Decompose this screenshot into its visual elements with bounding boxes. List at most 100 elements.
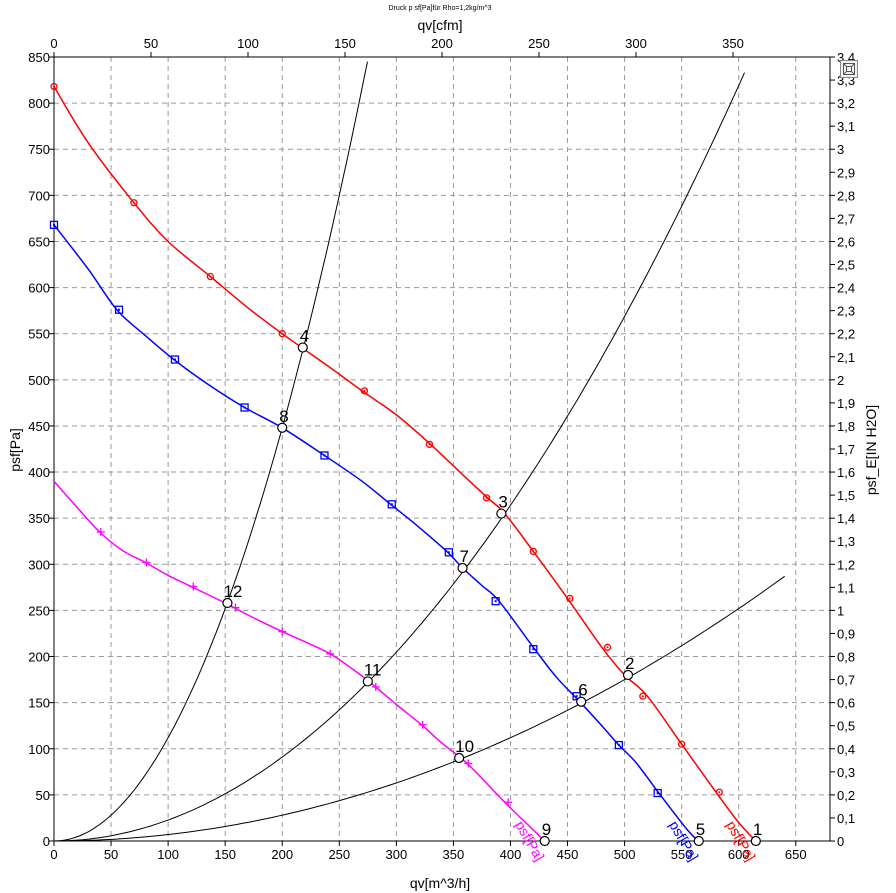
operating-point-label-4: 4 (300, 327, 309, 346)
system-curve-2 (53, 72, 745, 842)
y-tick-label: 250 (28, 603, 50, 618)
operating-point-label-6: 6 (578, 681, 587, 700)
top-axis-title: qv[cfm] (417, 17, 462, 33)
data-point-center (281, 332, 284, 335)
y-tick-label: 400 (28, 465, 50, 480)
operating-point-9 (539, 835, 550, 847)
data-point-center (363, 389, 366, 392)
operating-point-10 (454, 752, 465, 764)
data-point (603, 643, 612, 651)
y2-tick-label: 0 (837, 834, 844, 849)
y2-tick-label: 2,7 (837, 211, 855, 226)
right-axis-title: psf_E[IN H2O] (863, 405, 879, 495)
data-point (639, 692, 647, 700)
data-point (170, 355, 180, 364)
y-tick-label: 650 (28, 234, 50, 249)
data-point-center (718, 791, 721, 794)
y2-tick-label: 2,6 (837, 234, 855, 249)
y2-tick-label: 2,4 (837, 281, 855, 296)
data-point (482, 494, 491, 502)
y2-tick-label: 0,7 (837, 673, 855, 688)
y2-tick-label: 0,5 (837, 719, 855, 734)
y2-tick-label: 0,1 (837, 811, 855, 826)
data-point-center (390, 503, 393, 506)
x2-tick-label: 100 (237, 36, 259, 51)
marker-layer: psf[Pa]psf[Pa]psf[Pa] (49, 82, 759, 864)
y2-tick-label: 1,6 (837, 465, 855, 480)
data-point (425, 440, 434, 449)
operating-point-5 (693, 835, 704, 847)
data-point-center (447, 551, 450, 554)
x2-tick-label: 250 (528, 36, 550, 51)
x2-tick-label: 50 (144, 36, 158, 51)
y2-tick-label: 1,8 (837, 419, 855, 434)
data-point (715, 788, 723, 796)
y2-tick-label: 1 (837, 603, 844, 618)
operating-point-label-2: 2 (625, 654, 634, 673)
y-tick-label: 850 (28, 50, 50, 65)
operating-point-label-3: 3 (498, 493, 507, 512)
operating-point-label-8: 8 (279, 407, 288, 426)
system-curve-3 (54, 575, 785, 842)
y2-tick-label: 1,3 (837, 534, 855, 549)
x2-tick-label: 300 (625, 36, 647, 51)
x-tick-label: 350 (443, 847, 465, 862)
operating-point-label-11: 11 (364, 660, 382, 679)
x-tick-label: 450 (557, 847, 579, 862)
y-tick-label: 700 (28, 188, 50, 203)
fan-curve-3 (53, 480, 546, 842)
operating-point-4 (297, 342, 308, 353)
operating-point-7 (457, 562, 468, 574)
operating-point-label-1: 1 (753, 820, 762, 839)
data-point (387, 500, 396, 509)
grid-layer (54, 57, 830, 841)
y2-tick-label: 0,9 (837, 626, 855, 641)
operating-point-8 (277, 422, 288, 433)
data-point (653, 788, 662, 798)
operating-point-3 (496, 508, 507, 519)
y-tick-label: 450 (28, 419, 50, 434)
operating-point-label-7: 7 (460, 547, 469, 566)
x-tick-label: 300 (386, 847, 408, 862)
data-point-center (323, 454, 326, 457)
operating-point-1 (750, 835, 761, 847)
operating-point-12 (222, 597, 233, 609)
x-tick-label: 100 (157, 847, 179, 862)
data-point (240, 403, 249, 412)
y2-tick-label: 1,1 (837, 580, 855, 595)
x2-tick-label: 350 (722, 36, 744, 51)
operating-point-label-5: 5 (696, 820, 705, 839)
axis-layer: 0 50 100 150 200 250 300 350 400 450 500 550 600 6500… (28, 36, 855, 862)
x-tick-label: 650 (785, 847, 807, 862)
y2-tick-label: 2,8 (837, 188, 855, 203)
x2-tick-label: 200 (431, 36, 453, 51)
x-tick-label: 50 (104, 847, 118, 862)
data-point (677, 740, 686, 748)
y2-tick-label: 3,1 (837, 119, 855, 134)
data-point (320, 451, 329, 460)
x-tick-label: 500 (614, 847, 636, 862)
data-point-center (532, 550, 535, 553)
operating-point-6 (576, 696, 587, 707)
y2-tick-label: 1,7 (837, 442, 855, 457)
data-point-center (53, 223, 55, 226)
data-point-center (606, 646, 609, 649)
y2-tick-label: 3 (837, 142, 844, 157)
y2-tick-label: 1,5 (837, 488, 855, 503)
x-tick-label: 400 (500, 847, 522, 862)
data-point (444, 548, 453, 557)
operating-point-label-12: 12 (223, 582, 242, 601)
data-point-center (485, 496, 488, 499)
zoom-fit-button[interactable] (840, 60, 858, 78)
y-tick-label: 200 (28, 650, 50, 665)
data-point-center (680, 743, 683, 746)
y2-tick-label: 2,3 (837, 304, 855, 319)
bottom-axis-title: qv[m^3/h] (410, 875, 470, 891)
y2-tick-label: 3,2 (837, 96, 855, 111)
y-tick-label: 550 (28, 327, 50, 342)
x-tick-label: 550 (671, 847, 693, 862)
y-tick-label: 50 (36, 788, 50, 803)
x-tick-label: 250 (328, 847, 350, 862)
y-tick-label: 800 (28, 96, 50, 111)
